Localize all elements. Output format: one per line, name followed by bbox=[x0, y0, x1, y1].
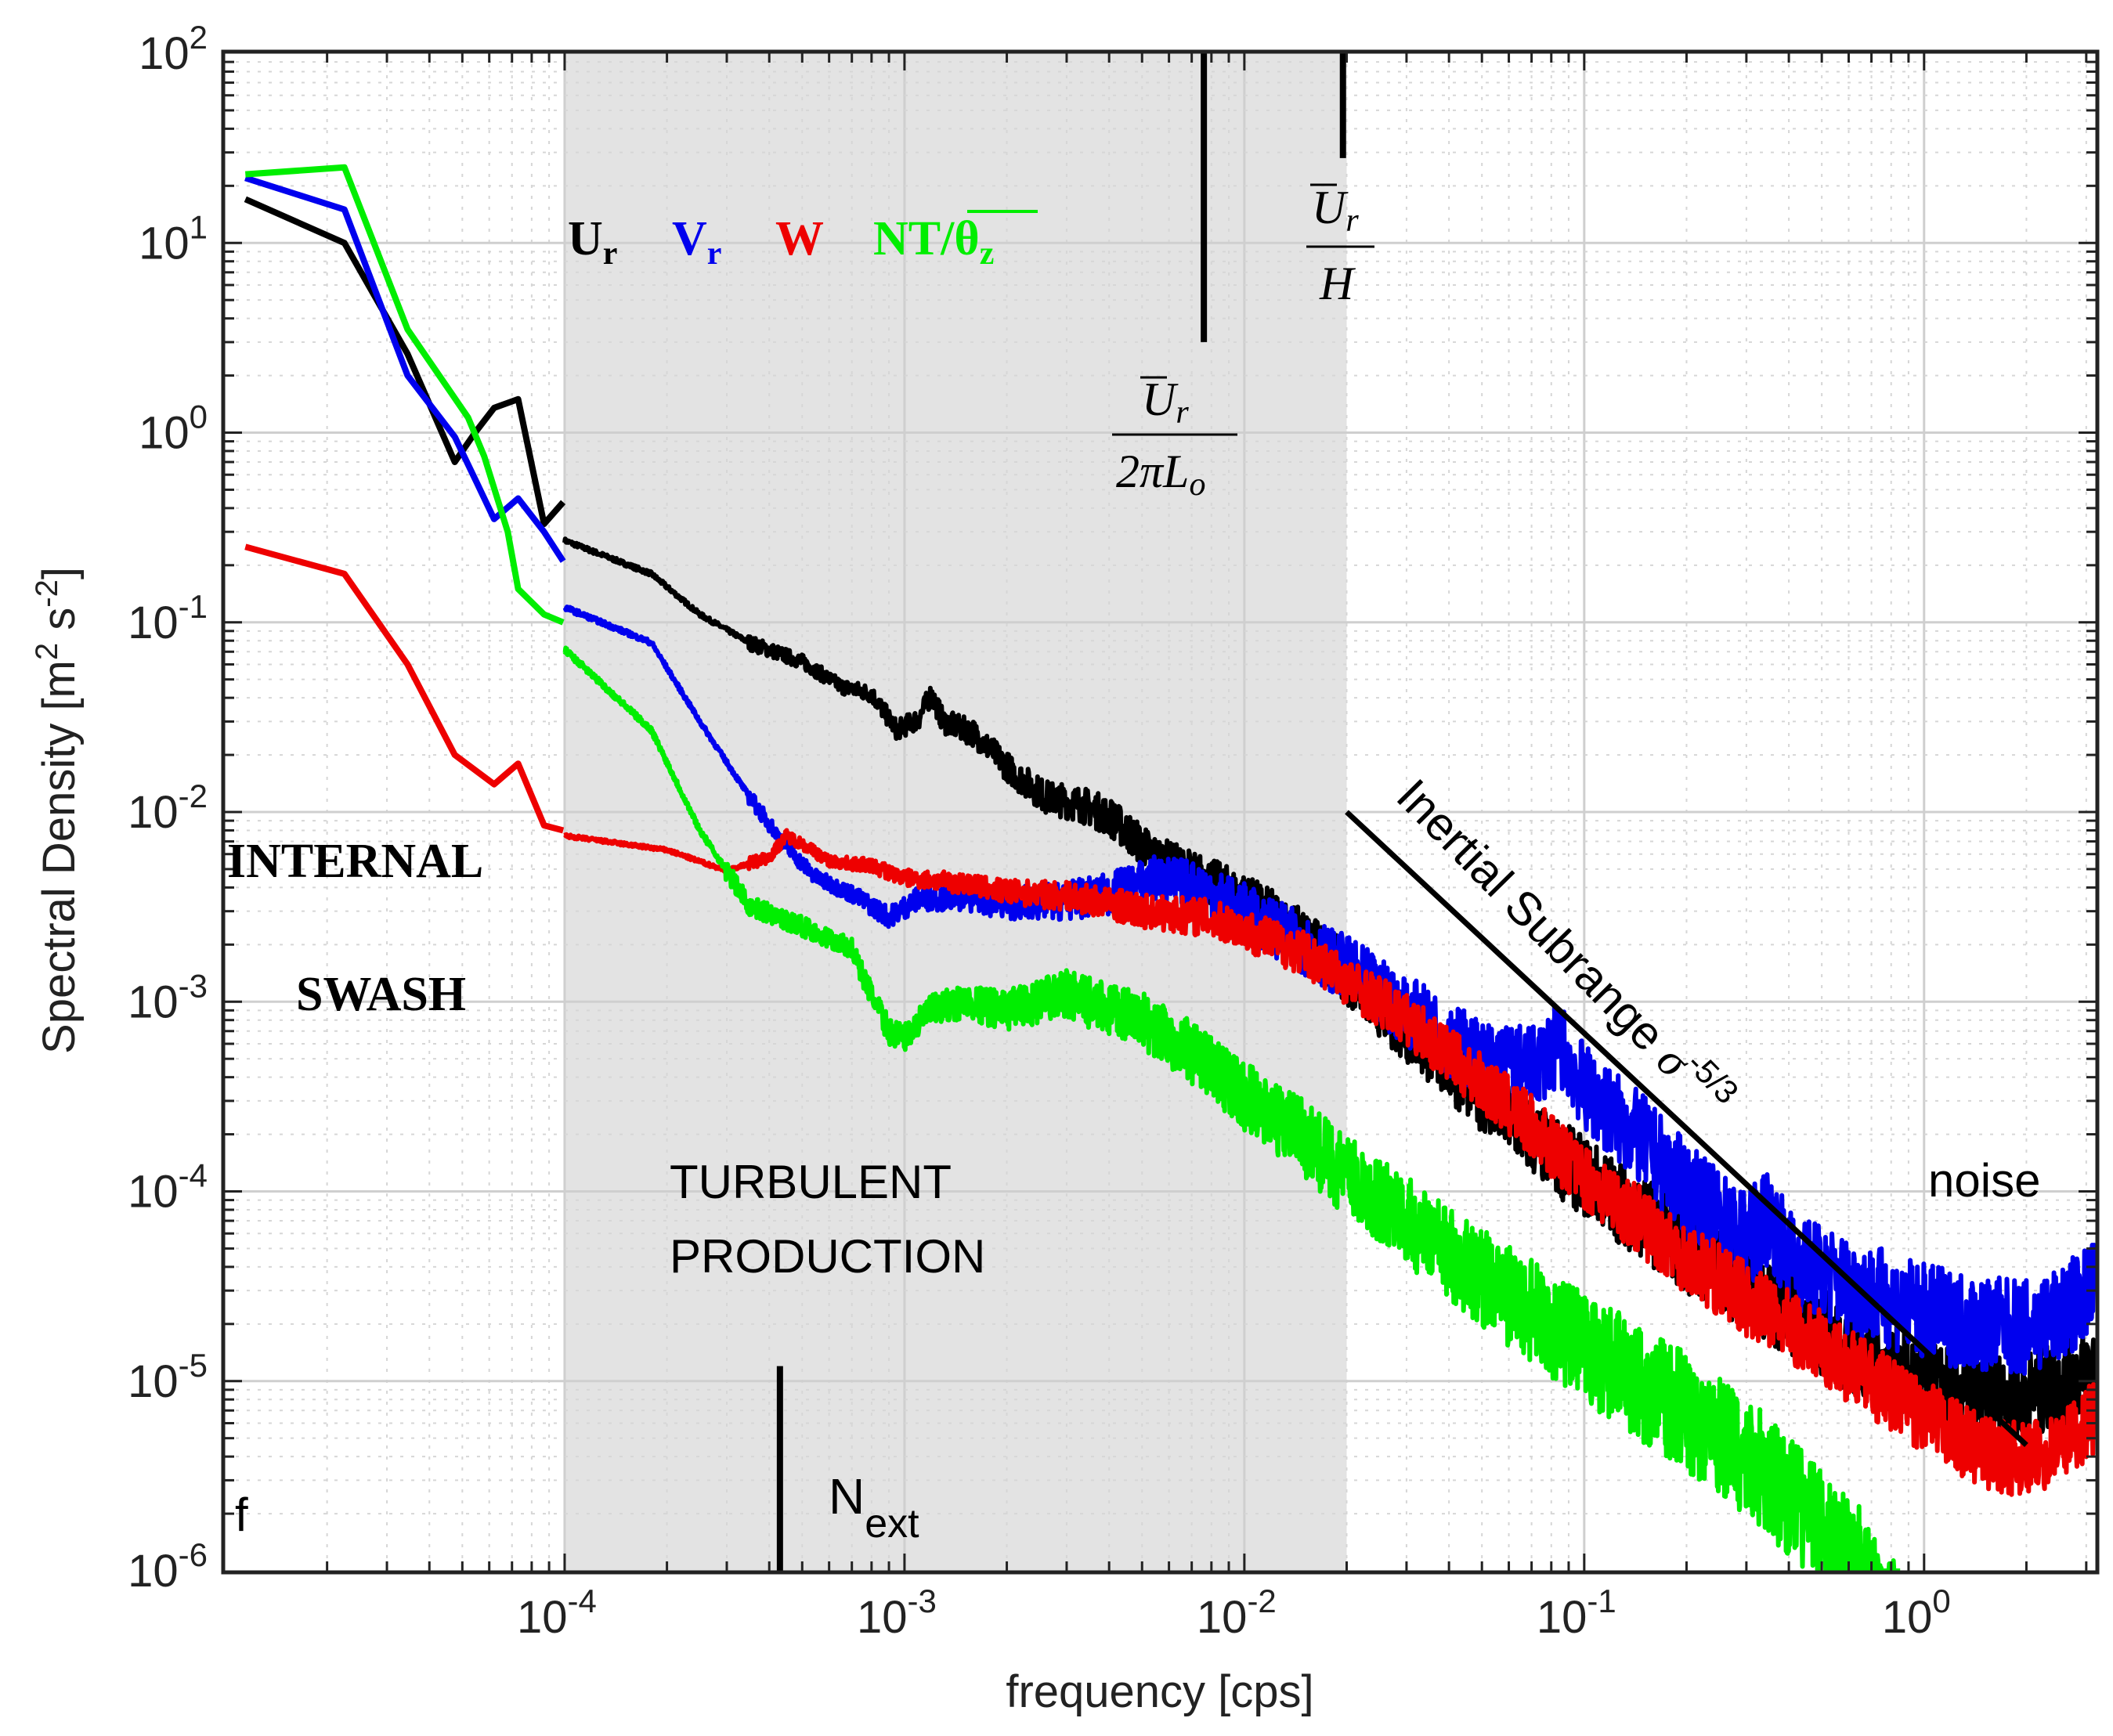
frac1-num-sub: r bbox=[1176, 395, 1189, 431]
y-label-sup1: 2 bbox=[30, 643, 64, 660]
y-tick-label: 10-3 bbox=[128, 967, 208, 1027]
x-tick-label: 10-1 bbox=[1537, 1583, 1616, 1643]
frac1-den-sub: o bbox=[1189, 467, 1205, 503]
label-noise: noise bbox=[1928, 1154, 2040, 1207]
label-internal: INTERNAL bbox=[227, 835, 483, 888]
series-nt-z-spectrum bbox=[562, 645, 1902, 1573]
y-axis-label: Spectral Density [m2 s-2] bbox=[30, 567, 85, 1054]
frac2-num-sub: r bbox=[1345, 203, 1359, 239]
inertial-subrange-line bbox=[1345, 810, 2028, 1448]
legend-vr-sub: r bbox=[707, 236, 722, 272]
tick-layer: 10-4 10-3 10-2 10-1 100 10-6 10-5 10-4 10-3 10-2 1… bbox=[128, 19, 2096, 1643]
label-next-main: N bbox=[829, 1468, 865, 1525]
x-axis-label: frequency [cps] bbox=[1006, 1666, 1313, 1717]
x-tick-label: 10-3 bbox=[857, 1583, 937, 1643]
legend: Ur Vr W NT/θz bbox=[568, 210, 1038, 272]
legend-item-w: W bbox=[775, 212, 824, 265]
y-tick-label: 101 bbox=[139, 208, 208, 269]
label-turbulent: TURBULENT bbox=[670, 1156, 952, 1208]
series-w-spectrum bbox=[562, 828, 2098, 1497]
y-tick-label: 10-2 bbox=[128, 778, 208, 838]
y-tick-label: 10-5 bbox=[128, 1347, 208, 1407]
y-tick-label: 10-6 bbox=[128, 1536, 208, 1597]
legend-item-nt: NT/θz bbox=[873, 212, 994, 272]
label-next: Next bbox=[829, 1468, 919, 1547]
y-label-end: ] bbox=[34, 567, 85, 579]
frac2-denominator: H bbox=[1319, 258, 1356, 309]
y-tick-label: 10-1 bbox=[128, 588, 208, 648]
frac1-num-text: U bbox=[1142, 374, 1179, 425]
series-vr-lowfreq bbox=[244, 175, 566, 563]
label-f: f bbox=[235, 1489, 248, 1541]
y-tick-label: 100 bbox=[139, 399, 208, 459]
series-nt-z-lowfreq bbox=[245, 164, 565, 626]
legend-vr-text: V bbox=[672, 212, 707, 265]
legend-ur-sub: r bbox=[603, 236, 618, 272]
frac1-den-text: 2πL bbox=[1116, 446, 1189, 497]
fraction-h: Ur H bbox=[1306, 182, 1374, 309]
x-tick-label: 10-4 bbox=[517, 1583, 597, 1643]
legend-ur-text: U bbox=[568, 212, 603, 265]
x-tick-label: 100 bbox=[1882, 1583, 1951, 1643]
frac2-numerator: Ur bbox=[1312, 182, 1359, 239]
y-label-main: Spectral Density [m bbox=[34, 660, 85, 1054]
y-label-mid: s bbox=[34, 608, 85, 643]
label-production: PRODUCTION bbox=[670, 1230, 985, 1283]
label-swash: SWASH bbox=[296, 968, 466, 1021]
y-label-sup2: -2 bbox=[30, 579, 64, 608]
frac1-numerator: Ur bbox=[1142, 374, 1189, 431]
series-layer bbox=[244, 164, 2098, 1573]
y-tick-label: 10-4 bbox=[128, 1157, 208, 1218]
y-tick-label: 102 bbox=[139, 19, 208, 79]
plot-frame bbox=[221, 49, 2100, 1575]
series-w-lowfreq bbox=[244, 543, 565, 834]
frac2-num-text: U bbox=[1312, 182, 1349, 233]
legend-item-vr: Vr bbox=[672, 212, 721, 272]
legend-nt-sub: z bbox=[980, 236, 995, 272]
legend-item-ur: Ur bbox=[568, 212, 617, 272]
fraction-2pi-lo: Ur 2πLo bbox=[1112, 374, 1237, 503]
label-next-sub: ext bbox=[865, 1501, 919, 1547]
reference-lines-layer bbox=[776, 53, 2028, 1571]
x-tick-label: 10-2 bbox=[1197, 1583, 1277, 1643]
frac1-denominator: 2πLo bbox=[1116, 446, 1205, 503]
legend-nt-text: NT/θ bbox=[873, 212, 980, 265]
